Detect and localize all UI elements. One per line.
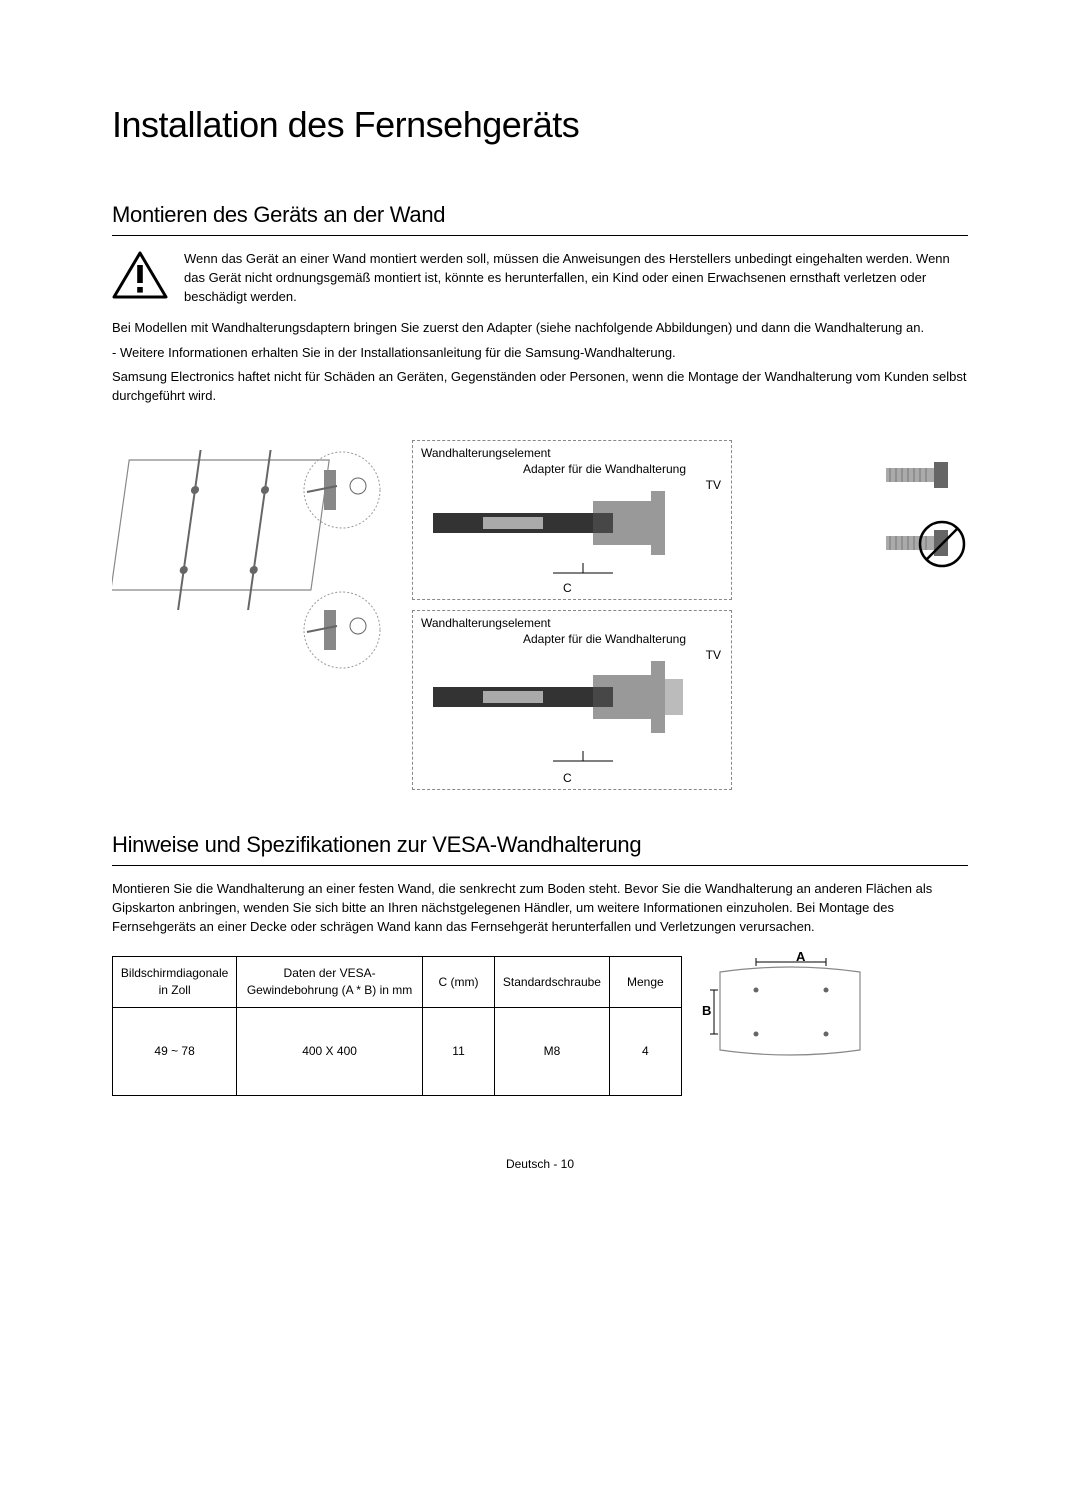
diagram-label: Wandhalterungselement	[421, 445, 551, 462]
cell-diagonal: 49 ~ 78	[113, 1008, 237, 1096]
page-footer: Deutsch - 10	[112, 1156, 968, 1173]
table-row: 49 ~ 78 400 X 400 11 M8 4	[113, 1008, 682, 1096]
cell-c: 11	[422, 1008, 494, 1096]
diagram-label: Adapter für die Wandhalterung	[523, 461, 686, 478]
vesa-spec-table: Bildschirmdiagonale in Zoll Daten der VE…	[112, 956, 682, 1096]
cross-section-box-2: Wandhalterungselement Adapter für die Wa…	[412, 610, 732, 790]
warning-block: Wenn das Gerät an einer Wand montiert we…	[112, 250, 968, 307]
paragraph: Bei Modellen mit Wandhalterungsdaptern b…	[112, 319, 968, 338]
cell-qty: 4	[609, 1008, 681, 1096]
col-qty: Menge	[609, 957, 681, 1008]
diagram-label-c: C	[563, 770, 572, 787]
tv-bracket-illustration	[112, 440, 392, 700]
bolt-cross-section-icon	[433, 661, 713, 771]
page-title: Installation des Fernsehgeräts	[112, 100, 968, 150]
section-heading-mounting: Montieren des Geräts an der Wand	[112, 200, 968, 236]
table-header-row: Bildschirmdiagonale in Zoll Daten der VE…	[113, 957, 682, 1008]
list-item: Weitere Informationen erhalten Sie in de…	[112, 344, 968, 363]
diagram-label: Wandhalterungselement	[421, 615, 551, 632]
label-b: B	[702, 1002, 711, 1020]
screw-ok-icon	[882, 448, 968, 502]
col-diagonal: Bildschirmdiagonale in Zoll	[113, 957, 237, 1008]
paragraph: Samsung Electronics haftet nicht für Sch…	[112, 368, 968, 406]
label-a: A	[796, 948, 805, 966]
cross-section-box-1: Wandhalterungselement Adapter für die Wa…	[412, 440, 732, 600]
bolt-cross-section-icon	[433, 491, 713, 581]
cell-screw: M8	[495, 1008, 610, 1096]
col-c: C (mm)	[422, 957, 494, 1008]
diagram-label-c: C	[563, 580, 572, 597]
screw-not-ok-icon	[882, 516, 968, 570]
mounting-diagram: Wandhalterungselement Adapter für die Wa…	[112, 430, 968, 790]
paragraph: Montieren Sie die Wandhalterung an einer…	[112, 880, 968, 937]
col-vesa: Daten der VESA-Gewindebohrung (A * B) in…	[237, 957, 423, 1008]
warning-text: Wenn das Gerät an einer Wand montiert we…	[184, 250, 968, 307]
cell-vesa: 400 X 400	[237, 1008, 423, 1096]
col-screw: Standardschraube	[495, 957, 610, 1008]
warning-icon	[112, 250, 168, 300]
section-heading-vesa: Hinweise und Spezifikationen zur VESA-Wa…	[112, 830, 968, 866]
ab-dimension-diagram: A B	[702, 950, 882, 1070]
diagram-label: Adapter für die Wandhalterung	[523, 631, 686, 648]
